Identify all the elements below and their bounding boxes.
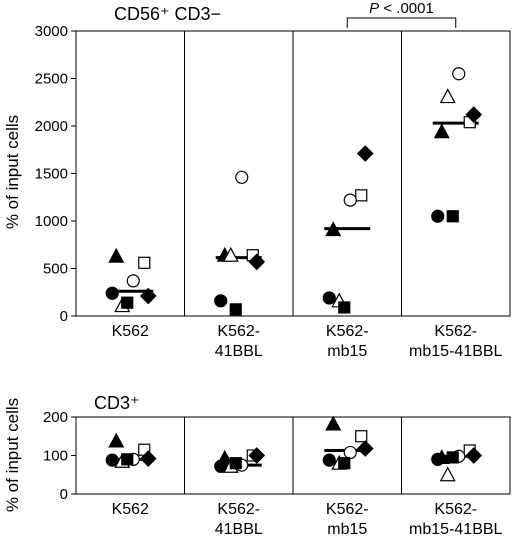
y-axis-label-top: % of input cells [3,115,22,229]
data-point-circle-open [126,274,140,288]
category-label: K562- [434,323,477,340]
category-label: mb15-41BBL [409,521,502,538]
data-point-square-filled [446,210,459,223]
data-point-diamond-filled [465,106,483,123]
data-point-circle-open [235,170,249,184]
data-point-circle-filled [105,286,119,300]
data-point-diamond-filled [356,145,374,162]
data-point-circle-open [452,67,466,81]
data-point-circle-filled [431,452,445,466]
data-point-circle-filled [322,291,336,305]
data-point-square-filled [229,303,242,316]
data-point-circle-open [343,445,357,460]
data-point-triangle-open [439,466,456,482]
y-tick-label: 500 [43,261,68,278]
y-tick-label: 0 [60,308,68,325]
panel-title-top: CD56⁺ CD3− [114,4,221,24]
category-label: K562- [217,323,260,340]
y-tick-label: 2000 [35,118,68,135]
y-axis-label-bottom: % of input cells [3,398,22,512]
data-point-diamond-filled [248,253,266,271]
category-label: mb15-41BBL [409,343,502,360]
y-tick-label: 1500 [35,166,68,183]
significance-label: P < .0001 [369,0,434,17]
panel-cd3pos: CD3⁺ % of input cells 0 100 200 K562 K562- 41… [3,393,511,538]
data-point-triangle-filled [108,432,125,448]
data-point-triangle-filled [325,221,342,237]
data-point-circle-filled [214,294,228,308]
y-tick-label: 2500 [35,71,68,88]
category-label: K562 [112,323,149,340]
category-label: mb15 [327,343,367,360]
data-point-circle-open [343,193,357,207]
category-label: K562- [434,501,477,518]
data-point-square-open [355,430,368,443]
category-label: 41BBL [215,343,263,360]
data-point-triangle-filled [325,415,342,431]
data-point-circle-filled [105,453,119,467]
data-point-circle-filled [214,459,228,473]
category-label: K562- [326,323,369,340]
y-tick-label: 1000 [35,213,68,230]
data-point-square-filled [446,451,459,464]
significance-bracket [346,17,457,28]
data-point-diamond-filled [356,440,374,457]
data-point-square-filled [121,296,134,309]
data-point-diamond-filled [139,287,157,305]
data-point-square-filled [338,301,351,314]
data-point-square-open [138,256,151,269]
data-point-diamond-filled [139,450,157,467]
panel-cd56-cd3neg: CD56⁺ CD3− % of input cells 0 500 1000 1500… [3,0,511,360]
data-point-square-filled [229,457,242,470]
category-label: 41BBL [215,521,263,538]
data-point-square-filled [338,457,351,470]
data-point-diamond-filled [248,447,266,464]
data-point-triangle-open [222,246,239,262]
data-point-square-open [355,189,368,202]
data-point-triangle-filled [108,247,125,263]
category-label: mb15 [327,521,367,538]
category-label: K562- [217,501,260,518]
data-point-triangle-filled [433,123,450,139]
panel-title-bottom: CD3⁺ [94,393,140,413]
category-label: K562 [112,501,149,518]
y-tick-label: 0 [60,486,68,503]
data-point-square-filled [121,453,134,466]
data-point-circle-filled [322,453,336,467]
data-point-triangle-open [439,88,456,104]
data-point-diamond-filled [465,447,483,464]
y-tick-label: 200 [43,409,68,426]
category-label: K562- [326,501,369,518]
y-tick-label: 100 [43,448,68,465]
y-tick-label: 3000 [35,23,68,40]
data-point-circle-filled [431,209,445,223]
